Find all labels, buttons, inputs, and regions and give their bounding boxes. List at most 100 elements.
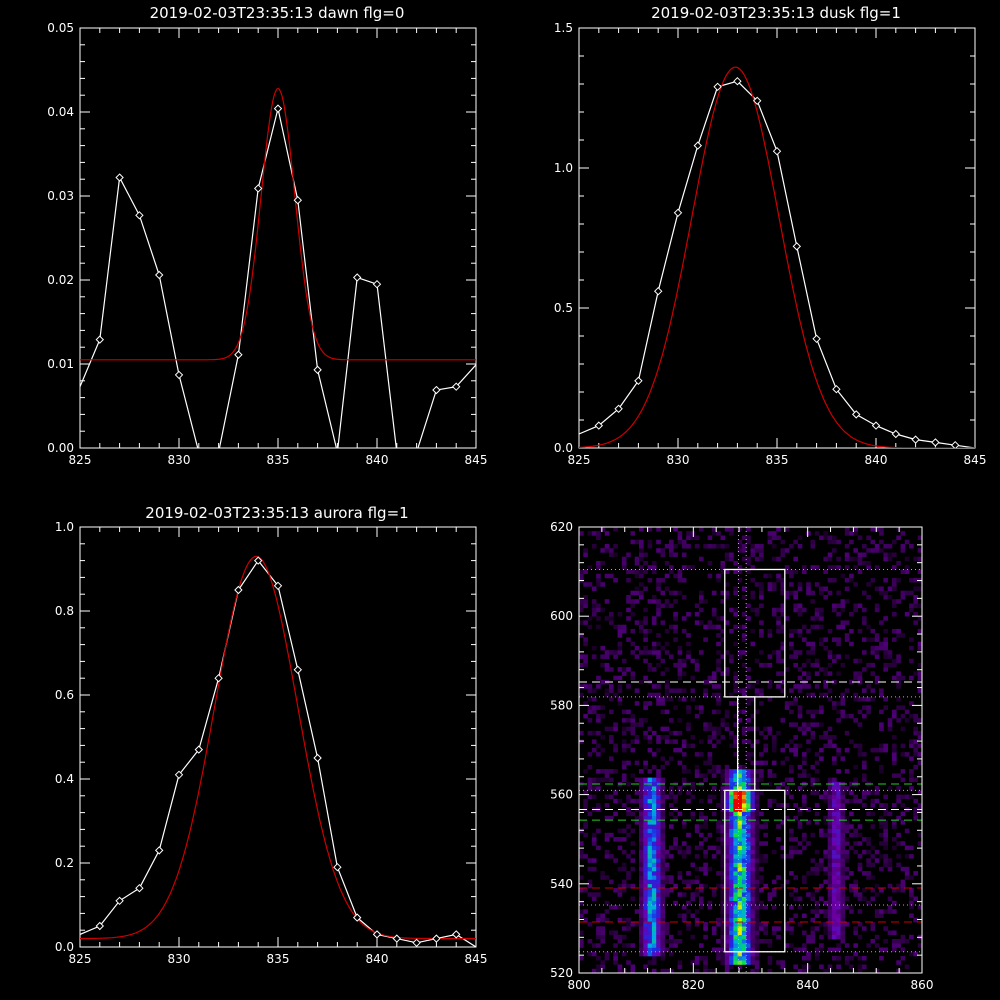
heatmap-cell xyxy=(896,960,901,965)
heatmap-cell xyxy=(596,705,601,710)
heatmap-cell xyxy=(806,586,811,591)
heatmap-cell xyxy=(613,956,618,961)
heatmap-cell xyxy=(814,951,820,957)
heatmap-cell xyxy=(724,786,730,791)
heatmap-cell xyxy=(703,692,708,698)
heatmap-cell xyxy=(724,849,730,855)
heatmap-cell xyxy=(900,888,906,893)
heatmap-cell xyxy=(617,696,623,702)
heatmap-cell xyxy=(656,582,661,587)
heatmap-cell xyxy=(681,544,687,549)
heatmap-cell xyxy=(827,917,833,923)
heatmap-cell xyxy=(909,739,914,744)
heatmap-cell xyxy=(780,628,786,634)
heatmap-cell xyxy=(733,569,738,574)
heatmap-cell xyxy=(600,913,605,918)
heatmap-cell xyxy=(669,688,674,693)
heatmap-cell xyxy=(883,650,888,655)
heatmap-cell xyxy=(900,569,906,574)
heatmap-cell xyxy=(600,735,605,740)
heatmap-cell xyxy=(741,939,747,944)
heatmap-cell xyxy=(660,696,666,702)
heatmap-cell xyxy=(844,637,850,642)
heatmap-cell xyxy=(664,641,670,647)
heatmap-cell xyxy=(759,777,764,783)
heatmap-cell xyxy=(647,803,653,808)
heatmap-cell xyxy=(686,871,691,876)
heatmap-cell xyxy=(844,820,850,825)
heatmap-cell xyxy=(909,913,914,918)
heatmap-cell xyxy=(909,603,914,608)
heatmap-cell xyxy=(849,573,854,579)
heatmap-cell xyxy=(681,578,687,583)
heatmap-cell xyxy=(626,684,631,689)
heatmap-cell xyxy=(733,900,738,906)
heatmap-cell xyxy=(844,786,850,791)
heatmap-cell xyxy=(621,803,627,808)
heatmap-cell xyxy=(639,951,644,957)
heatmap-cell xyxy=(613,552,618,557)
heatmap-cell xyxy=(613,726,618,732)
heatmap-cell xyxy=(587,582,593,587)
heatmap-cell xyxy=(617,866,623,872)
heatmap-cell xyxy=(892,743,897,749)
heatmap-cell xyxy=(673,544,678,549)
heatmap-cell xyxy=(626,875,631,880)
heatmap-cell xyxy=(669,654,674,659)
heatmap-cell xyxy=(694,909,700,914)
heatmap-cell xyxy=(737,654,743,659)
heatmap-cell xyxy=(904,871,910,876)
heatmap-cell xyxy=(660,854,666,859)
heatmap-cell xyxy=(639,824,644,829)
heatmap-cell xyxy=(604,951,610,957)
heatmap-cell xyxy=(711,845,717,851)
heatmap-cell xyxy=(711,773,717,778)
heatmap-cell xyxy=(699,956,704,961)
heatmap-cell xyxy=(639,888,644,893)
heatmap-cell xyxy=(617,798,623,804)
heatmap-cell xyxy=(699,650,704,655)
heatmap-cell xyxy=(724,892,730,897)
heatmap-cell xyxy=(703,883,708,889)
heatmap-cell xyxy=(677,658,683,664)
heatmap-cell xyxy=(806,726,811,732)
heatmap-cell xyxy=(917,603,922,608)
heatmap-cell xyxy=(660,866,666,872)
heatmap-cell xyxy=(810,662,816,668)
heatmap-cell xyxy=(866,705,871,710)
heatmap-cell xyxy=(836,934,841,940)
heatmap-cell xyxy=(707,722,713,727)
heatmap-cell xyxy=(789,582,794,587)
heatmap-cell xyxy=(716,544,721,549)
heatmap-cell xyxy=(656,917,661,923)
heatmap-cell xyxy=(716,726,721,732)
heatmap-cell xyxy=(879,913,884,918)
heatmap-cell xyxy=(900,705,906,710)
heatmap-cell xyxy=(793,913,798,918)
heatmap-cell xyxy=(591,786,597,791)
dawn-data-point xyxy=(95,335,105,344)
heatmap-cell xyxy=(643,586,648,591)
heatmap-cell xyxy=(609,905,614,910)
heatmap-cell xyxy=(849,713,854,719)
heatmap-cell xyxy=(883,662,888,668)
heatmap-cell xyxy=(673,573,678,579)
heatmap-cell xyxy=(857,552,863,557)
heatmap-cell xyxy=(720,862,726,868)
heatmap-cell xyxy=(741,777,747,783)
dusk-data-point xyxy=(752,96,762,106)
heatmap-cell xyxy=(836,909,841,914)
heatmap-cell xyxy=(737,539,743,545)
heatmap-cell xyxy=(832,820,837,825)
heatmap-cell xyxy=(596,624,601,630)
heatmap-cell xyxy=(673,845,678,851)
heatmap-cell xyxy=(862,607,867,613)
heatmap-cell xyxy=(823,815,828,821)
heatmap-cell xyxy=(883,841,888,846)
heatmap-cell xyxy=(771,586,777,591)
heatmap-cell xyxy=(819,862,824,868)
heatmap-cell xyxy=(771,930,777,935)
heatmap-cell xyxy=(836,943,841,948)
heatmap-cell xyxy=(874,637,880,642)
